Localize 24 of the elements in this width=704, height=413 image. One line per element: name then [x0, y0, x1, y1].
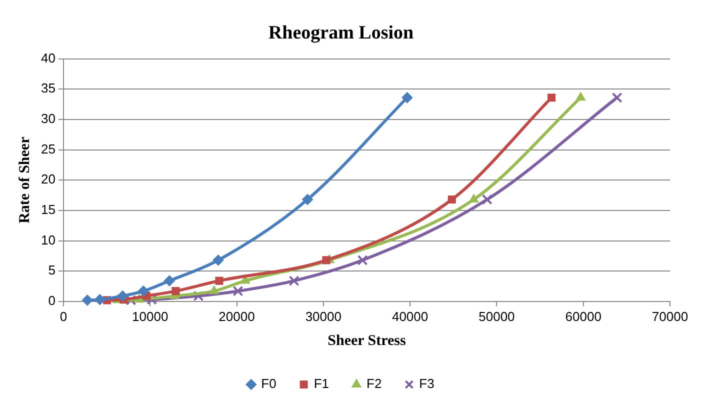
y-tick-label: 15	[40, 202, 56, 218]
legend-label: F1	[314, 376, 329, 392]
legend-label: F0	[261, 376, 276, 392]
legend-label: F2	[366, 376, 382, 392]
y-tick-label: 35	[40, 80, 56, 96]
x-tick-label: 50000	[478, 308, 515, 324]
x-tick-label: 60000	[565, 308, 602, 324]
x-tick-label: 0	[60, 308, 68, 324]
y-tick-label: 25	[40, 141, 56, 156]
y-tick-label: 0	[48, 292, 56, 308]
legend-label: F3	[419, 376, 434, 392]
x-tick-label: 30000	[305, 308, 342, 324]
chart-title: Rheogram Losion	[268, 22, 414, 44]
x-tick-label: 10000	[132, 308, 168, 324]
y-tick-label: 30	[40, 111, 56, 126]
x-tick-label: 20000	[218, 308, 255, 324]
x-tick-label: 40000	[392, 308, 428, 324]
y-tick-label: 40	[40, 50, 56, 66]
y-axis-title: Rate of Sheer	[16, 136, 33, 224]
y-tick-label: 10	[40, 232, 56, 248]
x-axis-title: Sheer Stress	[328, 332, 406, 349]
y-tick-label: 5	[48, 262, 56, 278]
x-tick-label: 70000	[652, 308, 688, 324]
y-tick-label: 20	[40, 172, 56, 187]
